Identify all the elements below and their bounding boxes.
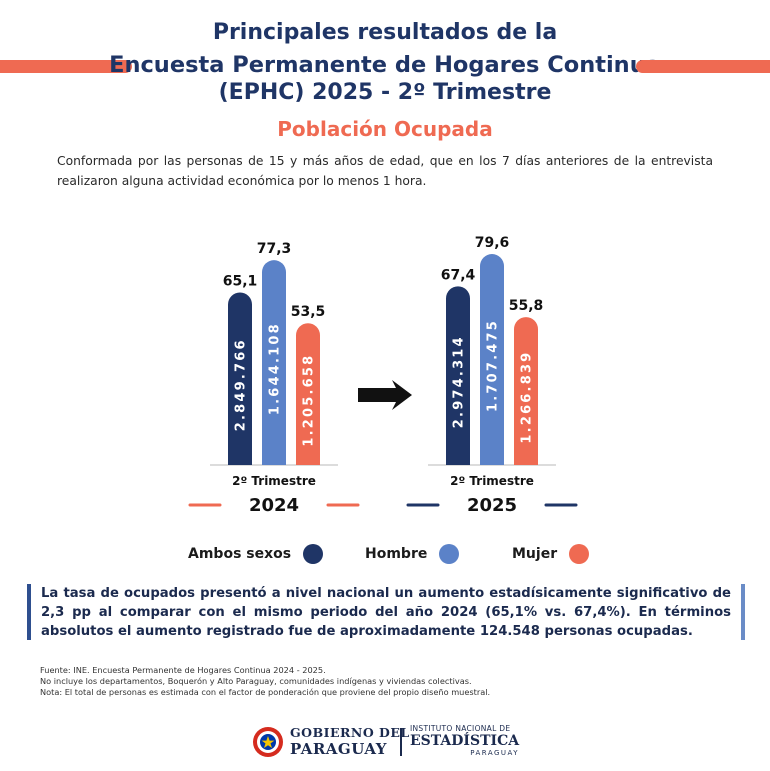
summary-box: La tasa de ocupados presentó a nivel nac… — [27, 584, 745, 640]
ine-wordmark: INSTITUTO NACIONAL DE ESTADÍSTICA PARAGU… — [410, 724, 519, 757]
legend-dot-mujer — [569, 544, 590, 564]
legend-ambos-sexos: Ambos sexos — [188, 542, 324, 566]
logo-divider — [400, 728, 402, 756]
legend-label-mujer: Mujer — [512, 546, 558, 562]
persons-label-mujer-2024: 1.205.658 — [302, 354, 317, 447]
rate-label-mujer-2024: 53,5 — [291, 304, 326, 320]
rate-label-ambos-sexos-2025: 67,4 — [441, 267, 476, 283]
legend-mujer: Mujer — [512, 542, 590, 566]
period-label-2024: 2º Trimestre — [232, 474, 316, 488]
legend-dot-ambos-sexos — [303, 544, 324, 564]
paraguay-seal-icon — [253, 727, 283, 757]
government-wordmark: GOBIERNO DEL PARAGUAY — [290, 725, 410, 757]
definition-text: Conformada por las personas de 15 y más … — [57, 154, 713, 188]
persons-label-mujer-2025: 1.266.839 — [520, 351, 535, 444]
section-subtitle: Población Ocupada — [277, 117, 493, 141]
period-label-2025: 2º Trimestre — [450, 474, 534, 488]
ine-label-country: PARAGUAY — [470, 749, 520, 757]
bar-mujer-2024 — [296, 323, 320, 465]
legend-label-ambos-sexos: Ambos sexos — [188, 546, 292, 562]
persons-label-hombre-2024: 1.644.108 — [268, 322, 283, 415]
arrow-right-icon — [358, 380, 412, 410]
bar-hombre-2024 — [262, 260, 286, 465]
rate-label-hombre-2024: 77,3 — [257, 241, 292, 257]
year-label-2025: 2025 — [467, 495, 517, 516]
legend-dot-hombre — [439, 544, 460, 564]
decorative-bar-right — [636, 60, 770, 73]
decorative-bar-left — [0, 60, 132, 73]
footer-logos: GOBIERNO DEL PARAGUAY INSTITUTO NACIONAL… — [252, 722, 532, 762]
title-line-3: (EPHC) 2025 - 2º Trimestre — [218, 80, 552, 105]
ine-label-top: INSTITUTO NACIONAL DE — [410, 724, 511, 733]
weighting-note: Nota: El total de personas es estimada c… — [40, 687, 491, 697]
sources-notes: Fuente: INE. Encuesta Permanente de Hoga… — [40, 665, 490, 698]
persons-label-hombre-2025: 1.707.475 — [486, 319, 501, 412]
bar-mujer-2025 — [514, 317, 538, 465]
persons-label-ambos-sexos-2025: 2.974.314 — [452, 335, 467, 428]
rate-label-ambos-sexos-2024: 65,1 — [223, 273, 258, 289]
persons-label-ambos-sexos-2024: 2.849.766 — [234, 338, 249, 431]
coverage-note: No incluye los departamentos, Boquerón y… — [40, 676, 472, 686]
rate-label-mujer-2025: 55,8 — [509, 298, 544, 314]
source-line: Fuente: INE. Encuesta Permanente de Hoga… — [40, 665, 326, 675]
country-label: PARAGUAY — [290, 740, 387, 758]
title-line-2: Encuesta Permanente de Hogares Continua — [109, 52, 661, 78]
bar-ambos-sexos-2025 — [446, 286, 470, 465]
bar-ambos-sexos-2024 — [228, 292, 252, 465]
rate-label-hombre-2025: 79,6 — [475, 235, 510, 251]
legend-label-hombre: Hombre — [365, 546, 428, 562]
summary-text: La tasa de ocupados presentó a nivel nac… — [41, 586, 731, 639]
year-label-2024: 2024 — [249, 495, 299, 516]
bar-hombre-2025 — [480, 254, 504, 465]
legend-hombre: Hombre — [365, 542, 460, 566]
title-line-1: Principales resultados de la — [212, 20, 558, 45]
ine-label-main: ESTADÍSTICA — [410, 733, 520, 749]
government-label: GOBIERNO DEL — [290, 725, 410, 740]
